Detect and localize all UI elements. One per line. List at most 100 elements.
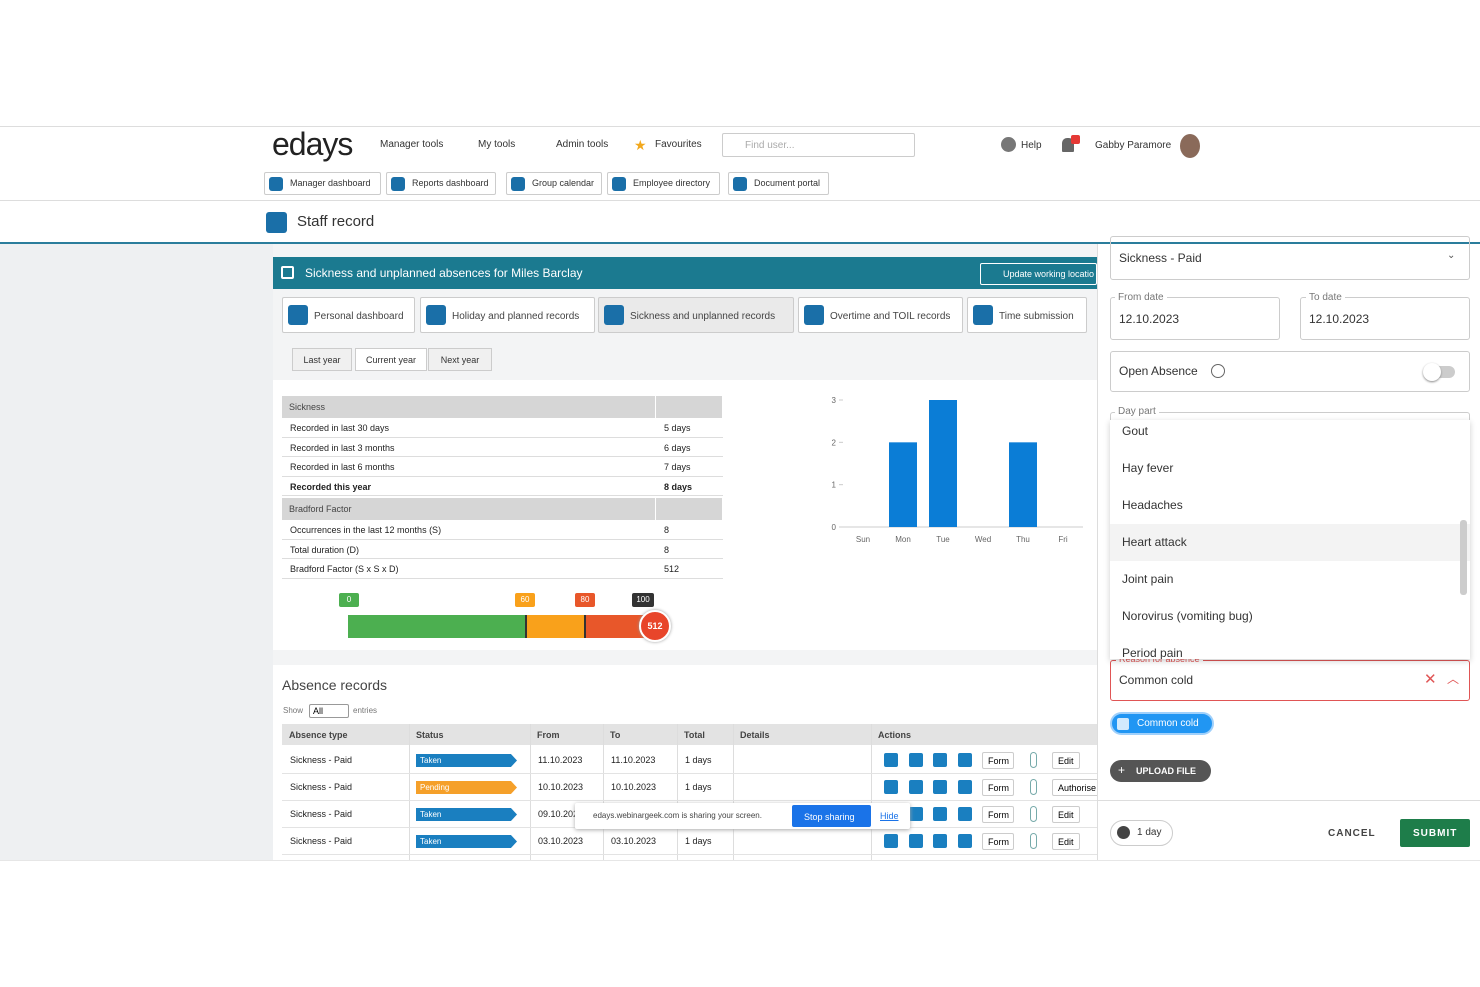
column-header[interactable]: From bbox=[537, 730, 560, 740]
action-icon[interactable] bbox=[933, 807, 947, 821]
y-tick-label: 0 bbox=[832, 523, 837, 532]
column-header[interactable]: Total bbox=[684, 730, 705, 740]
y-tick-label: 1 bbox=[832, 481, 837, 490]
chip[interactable]: Common cold bbox=[1110, 712, 1214, 735]
action-button[interactable]: Edit bbox=[1052, 752, 1080, 769]
shortcut-button[interactable]: Document portal bbox=[728, 172, 829, 195]
record-tab[interactable]: Personal dashboard bbox=[282, 297, 415, 333]
dropdown-option[interactable]: Norovirus (vomiting bug) bbox=[1122, 609, 1253, 623]
action-button[interactable]: Authorise bbox=[1052, 779, 1103, 796]
attach-icon[interactable] bbox=[1030, 779, 1037, 795]
row-label: Occurrences in the last 12 months (S) bbox=[290, 525, 442, 535]
action-icon[interactable] bbox=[909, 807, 923, 821]
collapse-icon[interactable]: ︿ bbox=[1447, 672, 1460, 686]
action-icon[interactable] bbox=[884, 780, 898, 794]
action-icon[interactable] bbox=[958, 753, 972, 767]
shortcut-button[interactable]: Group calendar bbox=[506, 172, 602, 195]
dropdown-option[interactable]: Gout bbox=[1122, 424, 1149, 438]
form-button[interactable]: Form bbox=[982, 752, 1014, 769]
search-box[interactable]: Find user... bbox=[722, 133, 915, 157]
logo[interactable]: edays bbox=[272, 126, 353, 162]
left-bg bbox=[0, 244, 273, 860]
hide-link[interactable]: Hide bbox=[880, 811, 899, 821]
clear-icon[interactable]: ✕ bbox=[1424, 671, 1437, 688]
attach-icon[interactable] bbox=[1030, 752, 1037, 768]
gauge-orange bbox=[525, 615, 584, 638]
upload-label: UPLOAD FILE bbox=[1136, 766, 1196, 776]
status-badge: Taken bbox=[416, 835, 517, 848]
action-icon[interactable] bbox=[933, 753, 947, 767]
action-icon[interactable] bbox=[909, 753, 923, 767]
gauge-marker: 0 bbox=[339, 593, 359, 607]
submit-button[interactable]: SUBMIT bbox=[1400, 819, 1470, 847]
action-icon[interactable] bbox=[884, 753, 898, 767]
entries-label: entries bbox=[353, 706, 378, 715]
record-tab[interactable]: Sickness and unplanned records bbox=[598, 297, 794, 333]
action-icon[interactable] bbox=[958, 834, 972, 848]
cancel-button[interactable]: CANCEL bbox=[1328, 828, 1376, 839]
from-date[interactable] bbox=[1110, 297, 1280, 340]
attach-icon[interactable] bbox=[1030, 806, 1037, 822]
show-select[interactable]: All bbox=[309, 704, 349, 718]
form-button[interactable]: Form bbox=[982, 833, 1014, 850]
absence-type-select[interactable] bbox=[1110, 236, 1470, 280]
row-label: Recorded this year bbox=[290, 481, 372, 492]
form-button[interactable]: Form bbox=[982, 779, 1014, 796]
menu-item[interactable]: Manager tools bbox=[380, 139, 444, 150]
stop-sharing[interactable]: Stop sharing bbox=[792, 805, 871, 827]
x-tick-label: Sun bbox=[856, 535, 870, 544]
open-absence-box[interactable] bbox=[1110, 351, 1470, 392]
shortcut-button[interactable]: Reports dashboard bbox=[386, 172, 496, 195]
action-icon[interactable] bbox=[909, 780, 923, 794]
page-icon bbox=[266, 212, 287, 233]
action-icon[interactable] bbox=[909, 834, 923, 848]
dropdown-option[interactable]: Heart attack bbox=[1122, 535, 1187, 549]
menu-item[interactable]: Admin tools bbox=[556, 139, 609, 150]
year-label: Current year bbox=[365, 355, 417, 365]
action-icon[interactable] bbox=[933, 780, 947, 794]
menu-item[interactable]: My tools bbox=[478, 139, 516, 150]
table-row bbox=[282, 457, 723, 477]
row-label: Recorded in last 6 months bbox=[290, 462, 395, 472]
row-value: 8 bbox=[664, 525, 670, 535]
share-message: edays.webinargeek.com is sharing your sc… bbox=[593, 811, 762, 820]
action-icon[interactable] bbox=[884, 834, 898, 848]
column-header[interactable]: Details bbox=[740, 730, 770, 740]
year-tab[interactable]: Current year bbox=[355, 348, 427, 371]
year-tab[interactable]: Last year bbox=[292, 348, 352, 371]
record-tab[interactable]: Holiday and planned records bbox=[420, 297, 595, 333]
shortcut-button[interactable]: Employee directory bbox=[607, 172, 720, 195]
action-icon[interactable] bbox=[933, 834, 947, 848]
action-button[interactable]: Edit bbox=[1052, 806, 1080, 823]
upload-button[interactable]: + UPLOAD FILE bbox=[1110, 760, 1211, 782]
bar bbox=[929, 400, 957, 527]
action-button[interactable]: Edit bbox=[1052, 833, 1080, 850]
shortcut-button[interactable]: Manager dashboard bbox=[264, 172, 381, 195]
update-button[interactable]: Update working locatio bbox=[980, 263, 1097, 285]
to-value: 12.10.2023 bbox=[1309, 312, 1370, 326]
tab-icon bbox=[973, 305, 993, 325]
help-icon bbox=[1001, 137, 1016, 152]
action-icon[interactable] bbox=[958, 807, 972, 821]
column-header[interactable]: Absence type bbox=[289, 730, 348, 740]
column-header[interactable]: Actions bbox=[878, 730, 912, 740]
duration-label: 1 day bbox=[1137, 827, 1162, 838]
to-date[interactable] bbox=[1300, 297, 1470, 340]
form-button[interactable]: Form bbox=[982, 806, 1014, 823]
bell-badge bbox=[1071, 135, 1080, 144]
user-name[interactable]: Gabby Paramore bbox=[1095, 140, 1172, 151]
dropdown-option[interactable]: Hay fever bbox=[1122, 461, 1174, 475]
column-header[interactable]: Status bbox=[416, 730, 444, 740]
attach-icon[interactable] bbox=[1030, 833, 1037, 849]
record-tab[interactable]: Overtime and TOIL records bbox=[798, 297, 963, 333]
column-header[interactable]: To bbox=[610, 730, 621, 740]
record-tab[interactable]: Time submission bbox=[967, 297, 1087, 333]
menu-item[interactable]: Favourites bbox=[655, 139, 702, 150]
dropdown-option[interactable]: Headaches bbox=[1122, 498, 1183, 512]
help[interactable]: Help bbox=[1021, 140, 1042, 151]
dropdown-option[interactable]: Joint pain bbox=[1122, 572, 1174, 586]
year-tab[interactable]: Next year bbox=[428, 348, 492, 371]
action-icon[interactable] bbox=[958, 780, 972, 794]
dropdown-option[interactable]: Period pain bbox=[1122, 646, 1183, 659]
reason-box[interactable] bbox=[1110, 660, 1470, 701]
